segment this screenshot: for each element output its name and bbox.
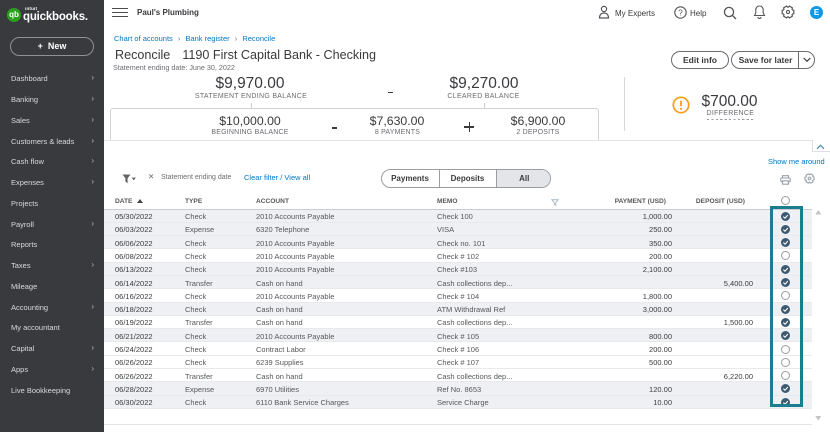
svg-text:?: ? [678, 8, 683, 17]
